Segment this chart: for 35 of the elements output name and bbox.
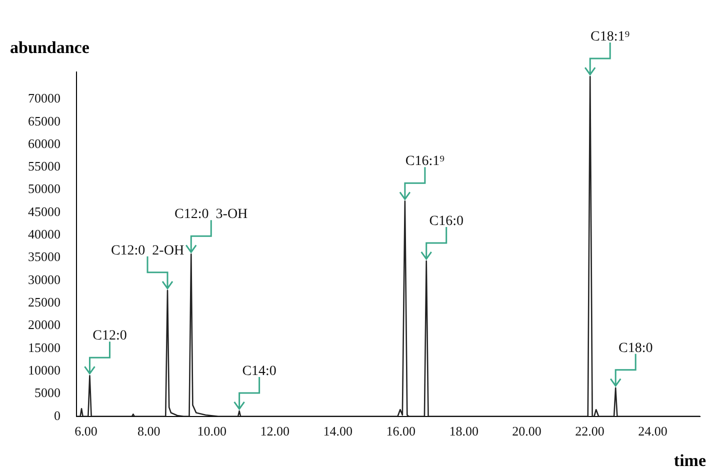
x-tick-label: 16.00	[386, 424, 416, 439]
x-tick-label: 8.00	[138, 424, 160, 439]
y-tick-label: 15000	[28, 340, 60, 355]
y-tick-label: 50000	[28, 181, 60, 196]
y-tick-label: 5000	[34, 385, 60, 400]
annotation: C12:0	[92, 328, 127, 344]
x-tick-label: 6.00	[74, 424, 98, 439]
y-tick-label: 45000	[28, 204, 60, 219]
annotation: C16:0	[429, 214, 464, 229]
annotation: C12:0 2-OH	[110, 243, 184, 258]
annotation: C12:0 3-OH	[174, 207, 248, 222]
y-tick-label: 35000	[28, 249, 60, 264]
x-tick-label: 22.00	[575, 424, 604, 439]
y-tick-label: 10000	[28, 362, 60, 378]
annotation: C18:1⁹	[590, 30, 630, 45]
y-tick-label: 0	[54, 408, 60, 423]
y-tick-label: 20000	[28, 317, 60, 332]
x-axis-title: time	[674, 451, 706, 471]
y-tick-label: 25000	[28, 294, 60, 310]
y-axis-title: abundance	[10, 38, 90, 58]
x-tick-label: 12.00	[260, 424, 290, 439]
annotation: C16:1⁹	[405, 154, 445, 170]
y-tick-label: 70000	[28, 90, 60, 106]
annotation: C18:0	[618, 340, 653, 356]
y-tick-label: 40000	[28, 226, 60, 242]
y-tick-label: 65000	[28, 113, 60, 128]
x-tick-label: 10.00	[197, 424, 227, 439]
x-tick-label: 14.00	[323, 424, 352, 439]
y-tick-label: 30000	[28, 272, 60, 287]
x-tick-label: 20.00	[512, 424, 542, 439]
y-tick-label: 60000	[28, 136, 60, 151]
annotation: C14:0	[242, 364, 276, 379]
x-tick-label: 18.00	[449, 424, 478, 439]
y-tick-label: 55000	[28, 158, 60, 174]
x-tick-label: 24.00	[638, 424, 668, 439]
